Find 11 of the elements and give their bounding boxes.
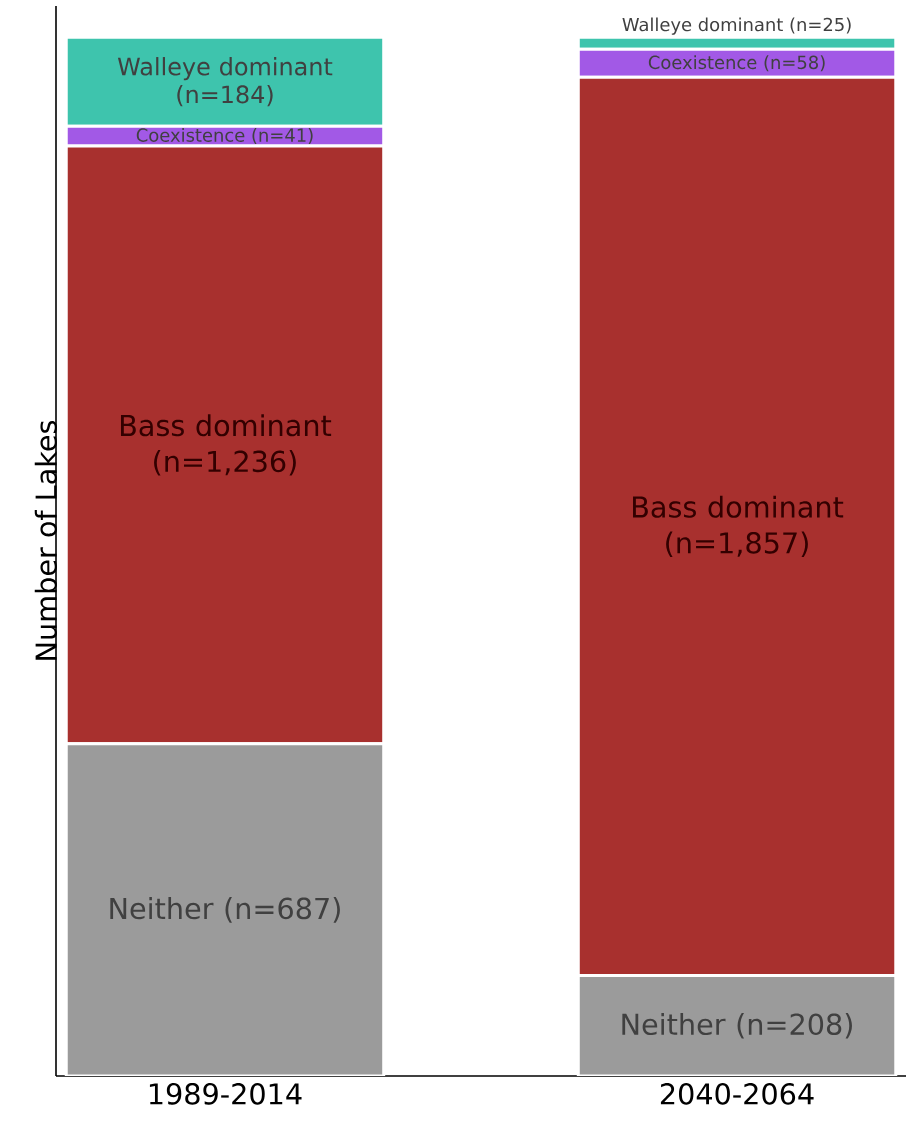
data-label: Coexistence (n=41) <box>136 128 313 145</box>
data-label: Bass dominant (n=1,857) <box>633 495 844 558</box>
y-axis-title: Number of Lakes <box>34 420 57 660</box>
data-label: Bass dominant (n=1,236) <box>120 414 332 476</box>
data-label: Neither (n=687) <box>110 897 340 923</box>
x-tick-label: 1989-2014 <box>149 1083 302 1105</box>
x-tick-label: 2040-2064 <box>660 1083 814 1105</box>
data-label: Walleye dominant (n=184) <box>117 57 333 107</box>
data-label: Coexistence (n=58) <box>648 55 825 72</box>
data-label: Walleye dominant (n=25) <box>622 17 851 35</box>
data-label: Neither (n=208) <box>622 1012 852 1039</box>
